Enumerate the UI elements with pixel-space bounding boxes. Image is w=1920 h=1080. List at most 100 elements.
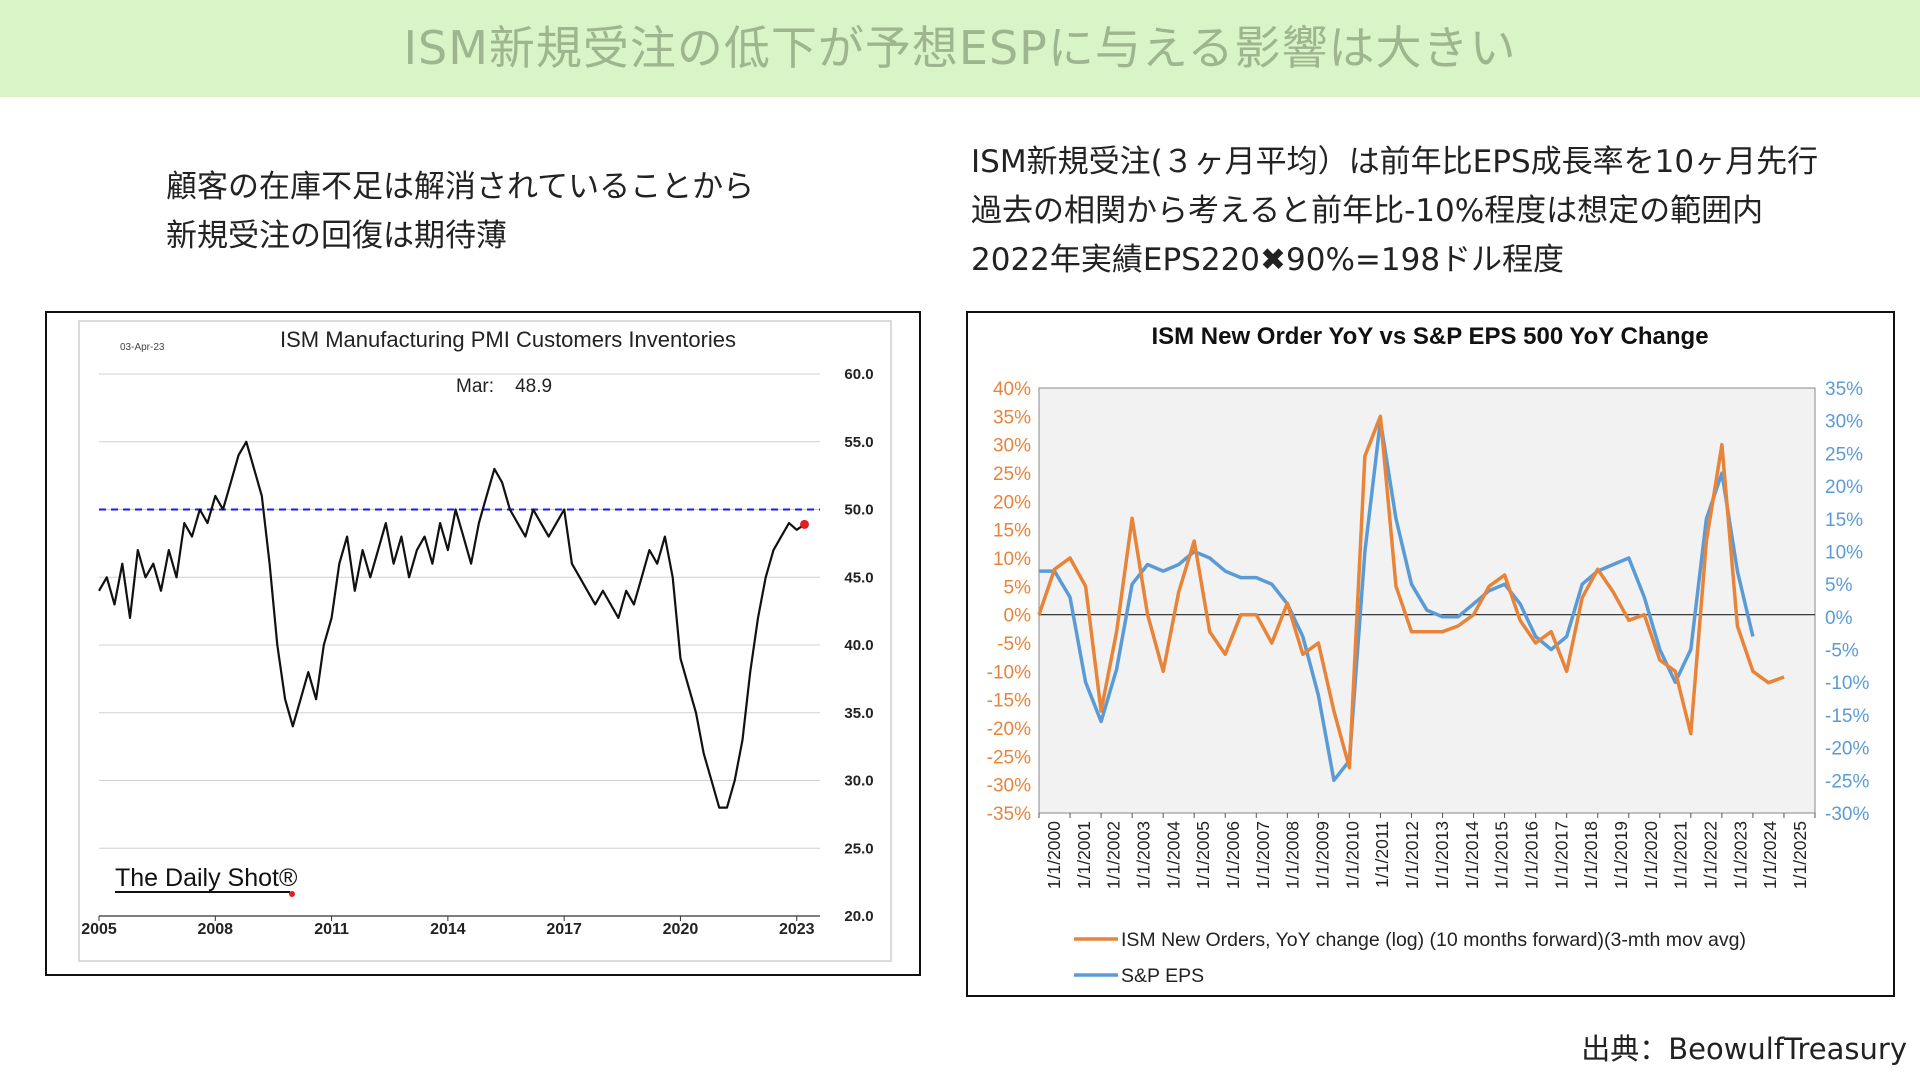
pmi-y-tick-label: 30.0	[844, 773, 873, 790]
eps-left-tick-label: -5%	[997, 634, 1031, 655]
eps-x-tick-label: 1/1/2007	[1253, 821, 1273, 889]
eps-right-tick-label: 15%	[1825, 510, 1863, 531]
eps-left-tick-label: -15%	[987, 691, 1031, 712]
pmi-x-tick-label: 2020	[663, 921, 699, 938]
daily-shot-logo-dot	[289, 891, 295, 897]
eps-right-tick-label: -10%	[1825, 673, 1869, 694]
eps-right-tick-label: 35%	[1825, 379, 1863, 400]
title-banner	[0, 0, 1920, 97]
right-note: ISM新規受注(３ヶ月平均）は前年比EPS成長率を10ヶ月先行 過去の相関から考…	[971, 138, 1818, 285]
eps-right-tick-label: 20%	[1825, 477, 1863, 498]
pmi-series-line	[98, 440, 806, 809]
eps-x-tick-label: 1/1/2021	[1671, 821, 1691, 889]
daily-shot-logo: The Daily Shot®	[115, 864, 298, 892]
legend-label-eps: S&P EPS	[1121, 965, 1204, 987]
eps-left-tick-label: -20%	[987, 719, 1031, 740]
pmi-y-tick-label: 60.0	[844, 366, 873, 383]
pmi-y-tick-label: 35.0	[844, 705, 873, 722]
eps-x-tick-label: 1/1/2006	[1223, 821, 1243, 889]
eps-left-tick-label: 10%	[993, 549, 1031, 570]
eps-left-tick-label: 15%	[993, 521, 1031, 542]
right-note-line1: ISM新規受注(３ヶ月平均）は前年比EPS成長率を10ヶ月先行	[971, 144, 1819, 180]
eps-left-tick-label: -25%	[987, 747, 1031, 768]
eps-x-tick-label: 1/1/2020	[1641, 821, 1661, 889]
eps-right-tick-label: 10%	[1825, 542, 1863, 563]
eps-right-tick-label: 5%	[1825, 575, 1853, 596]
right-note-line3: 2022年実績EPS220✖90%=198ドル程度	[971, 242, 1565, 278]
legend-label-ism: ISM New Orders, YoY change (log) (10 mon…	[1121, 929, 1746, 951]
eps-x-tick-label: 1/1/2002	[1104, 821, 1124, 889]
page-title: ISM新規受注の低下が予想ESPに与える影響は大きい	[403, 21, 1517, 75]
eps-x-tick-label: 1/1/2015	[1492, 821, 1512, 889]
eps-x-tick-label: 1/1/2019	[1611, 821, 1631, 889]
eps-x-tick-label: 1/1/2018	[1581, 821, 1601, 889]
eps-x-tick-label: 1/1/2004	[1163, 821, 1183, 889]
eps-chart: ISM New Order YoY vs S&P EPS 500 YoY Cha…	[987, 323, 1870, 987]
eps-x-tick-label: 1/1/2014	[1462, 821, 1482, 889]
eps-legend: ISM New Orders, YoY change (log) (10 mon…	[1074, 929, 1746, 987]
pmi-y-tick-label: 55.0	[844, 434, 873, 451]
eps-x-tick-label: 1/1/2025	[1790, 821, 1810, 889]
pmi-annotation: Mar: 48.9	[456, 376, 552, 397]
eps-right-tick-label: -25%	[1825, 771, 1869, 792]
eps-x-tick-label: 1/1/2008	[1283, 821, 1303, 889]
pmi-y-tick-label: 45.0	[844, 569, 873, 586]
eps-right-tick-label: 25%	[1825, 444, 1863, 465]
eps-x-tick-label: 1/1/2017	[1551, 821, 1571, 889]
source-credit: 出典：BeowulfTreasury	[1581, 1032, 1907, 1066]
pmi-y-tick-label: 25.0	[844, 840, 873, 857]
left-note-line2: 新規受注の回復は期待薄	[166, 218, 507, 254]
right-note-line2: 過去の相関から考えると前年比-10%程度は想定の範囲内	[971, 193, 1764, 229]
eps-x-tick-label: 1/1/2022	[1701, 821, 1721, 889]
eps-right-tick-label: 30%	[1825, 412, 1863, 433]
eps-left-tick-label: 5%	[1004, 577, 1032, 598]
eps-left-tick-label: -10%	[987, 662, 1031, 683]
pmi-x-tick-label: 2023	[779, 921, 815, 938]
eps-series-line-ism	[1037, 414, 1785, 770]
eps-x-tick-label: 1/1/2024	[1760, 821, 1780, 889]
left-note-line1: 顧客の在庫不足は解消されていることから	[166, 169, 755, 205]
pmi-y-tick-label: 40.0	[844, 637, 873, 654]
pmi-latest-point	[799, 519, 809, 529]
eps-chart-frame: ISM New Order YoY vs S&P EPS 500 YoY Cha…	[966, 311, 1895, 997]
pmi-x-tick-label: 2011	[314, 921, 349, 938]
pmi-x-tick-label: 2017	[546, 921, 582, 938]
eps-left-tick-label: 35%	[993, 407, 1031, 428]
eps-left-tick-label: 25%	[993, 464, 1031, 485]
pmi-date-stamp: 03-Apr-23	[120, 342, 165, 353]
left-note: 顧客の在庫不足は解消されていることから 新規受注の回復は期待薄	[166, 163, 754, 261]
eps-x-tick-label: 1/1/2005	[1193, 821, 1213, 889]
eps-right-tick-label: -15%	[1825, 706, 1869, 727]
eps-right-tick-label: -5%	[1825, 641, 1859, 662]
eps-left-tick-label: 30%	[993, 436, 1031, 457]
eps-chart-title: ISM New Order YoY vs S&P EPS 500 YoY Cha…	[1151, 323, 1708, 350]
eps-x-tick-label: 1/1/2009	[1313, 821, 1333, 889]
pmi-x-tick-label: 2014	[430, 921, 466, 938]
eps-left-tick-label: 0%	[1004, 606, 1032, 627]
pmi-chart-title: ISM Manufacturing PMI Customers Inventor…	[280, 327, 736, 352]
eps-x-tick-label: 1/1/2010	[1342, 821, 1362, 889]
eps-left-tick-label: -30%	[987, 776, 1031, 797]
eps-x-tick-label: 1/1/2000	[1044, 821, 1064, 889]
eps-x-tick-label: 1/1/2023	[1730, 821, 1750, 889]
eps-right-tick-label: -20%	[1825, 739, 1869, 760]
pmi-x-tick-label: 2008	[197, 921, 233, 938]
eps-x-tick-label: 1/1/2003	[1134, 821, 1154, 889]
eps-series-line-sp-eps	[1039, 418, 1755, 783]
pmi-y-tick-label: 50.0	[844, 502, 873, 519]
eps-right-tick-label: -30%	[1825, 804, 1869, 825]
eps-left-tick-label: -35%	[987, 804, 1031, 825]
eps-left-tick-label: 20%	[993, 492, 1031, 513]
pmi-x-tick-label: 2005	[81, 921, 117, 938]
eps-right-tick-label: 0%	[1825, 608, 1853, 629]
eps-plot-area	[1038, 387, 1816, 814]
pmi-chart-frame: 03-Apr-23 ISM Manufacturing PMI Customer…	[45, 311, 921, 976]
pmi-chart: 03-Apr-23 ISM Manufacturing PMI Customer…	[78, 320, 892, 962]
eps-x-tick-label: 1/1/2013	[1432, 821, 1452, 889]
pmi-y-tick-label: 20.0	[844, 908, 873, 925]
eps-x-tick-label: 1/1/2016	[1522, 821, 1542, 889]
eps-x-tick-label: 1/1/2011	[1372, 821, 1392, 888]
eps-left-tick-label: 40%	[993, 379, 1031, 400]
eps-x-tick-label: 1/1/2012	[1402, 821, 1422, 889]
eps-x-tick-label: 1/1/2001	[1074, 821, 1094, 889]
